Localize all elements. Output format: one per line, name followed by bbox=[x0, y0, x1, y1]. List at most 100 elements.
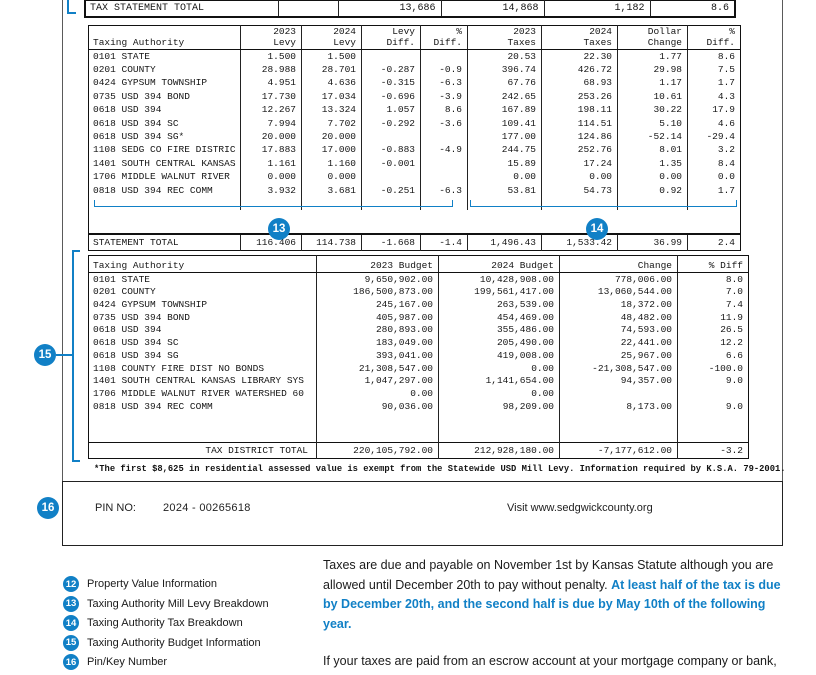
cell: 53.81 bbox=[467, 183, 542, 197]
budget-row: 0201 COUNTY 186,500,873.00 199,561,417.00 1… bbox=[88, 285, 749, 298]
col-header: Taxing Authority bbox=[88, 25, 241, 50]
cell: -29.4 bbox=[706, 131, 735, 143]
callout-15-badge: 15 bbox=[34, 344, 56, 366]
cell: 1.7 bbox=[717, 184, 735, 196]
legend-item: 16 Pin/Key Number bbox=[63, 654, 269, 671]
cell: 0735 USD 394 BOND bbox=[88, 89, 241, 104]
callout-16-badge: 16 bbox=[37, 497, 59, 519]
cell: 0101 STATE bbox=[88, 272, 317, 286]
cell: 0735 USD 394 BOND bbox=[88, 310, 317, 324]
cell: 252.76 bbox=[541, 143, 618, 157]
cell: 6.6 bbox=[725, 349, 743, 361]
col-header: 2023 Budget bbox=[316, 255, 439, 273]
cell: -3.6 bbox=[420, 116, 468, 130]
cell: 7.994 bbox=[240, 116, 302, 130]
payment-info-text: Taxes are due and payable on November 1s… bbox=[323, 556, 789, 675]
cell: 4.6 bbox=[717, 117, 735, 129]
cell: 13,060,544.00 bbox=[559, 285, 678, 298]
cell bbox=[559, 387, 678, 400]
cell: 4.636 bbox=[301, 76, 362, 90]
cell: 17.000 bbox=[301, 143, 362, 157]
callout-legend: 12 Property Value Information 13 Taxing … bbox=[63, 576, 269, 674]
budget-row: 0618 USD 394 SC 183,049.00 205,490.00 22,44… bbox=[88, 336, 749, 349]
cell: 1.160 bbox=[301, 156, 362, 171]
cell: -0.251 bbox=[361, 183, 421, 197]
cell: 1.17 bbox=[617, 76, 688, 90]
budget-row: 1108 COUNTY FIRE DIST NO BONDS 21,308,547… bbox=[88, 361, 749, 375]
cell: 8.01 bbox=[617, 143, 688, 157]
pin-value: 2024 - 00265618 bbox=[163, 502, 251, 514]
cell: 198.11 bbox=[541, 103, 618, 117]
col-header: % Diff. bbox=[687, 25, 741, 50]
cell: 8.6 bbox=[420, 103, 468, 117]
cell: 0.00 bbox=[438, 361, 560, 375]
cell: 0818 USD 394 REC COMM bbox=[88, 400, 317, 413]
cell: 29.98 bbox=[617, 62, 688, 77]
legend-13-badge: 13 bbox=[63, 595, 79, 612]
col-header: 2023 Taxes bbox=[467, 25, 542, 50]
cell: 0.00 bbox=[541, 170, 618, 184]
cell: 9.0 bbox=[725, 400, 743, 412]
cell: -1.4 bbox=[420, 233, 468, 251]
legend-13-label: Taxing Authority Mill Levy Breakdown bbox=[87, 597, 269, 610]
cell: 177.00 bbox=[467, 129, 542, 144]
cell: -4.9 bbox=[420, 143, 468, 157]
cell: 8.6 bbox=[717, 50, 735, 62]
cell: 1.161 bbox=[240, 156, 302, 171]
levy-row: 0618 USD 394 SG* 20.000 20.000 177.00 124.86… bbox=[88, 129, 741, 144]
cell: 355,486.00 bbox=[438, 323, 560, 337]
budget-row: 0735 USD 394 BOND 405,987.00 454,469.00 48,… bbox=[88, 310, 749, 324]
budget-row: 0618 USD 394 SG 393,041.00 419,008.00 25,96… bbox=[88, 349, 749, 362]
cell: 1401 SOUTH CENTRAL KANSAS bbox=[88, 156, 241, 171]
cell: 280,893.00 bbox=[316, 323, 439, 337]
levy-row: 0201 COUNTY 28.988 28.701 -0.287 -0.9 396.74 4… bbox=[88, 62, 741, 77]
levy-row: 0618 USD 394 12.267 13.324 1.057 8.6 167.89 19… bbox=[88, 103, 741, 117]
cell: 12.2 bbox=[720, 337, 743, 349]
cell: 12.267 bbox=[240, 103, 302, 117]
callout-12-bracket-corner bbox=[67, 0, 76, 14]
spacer-row bbox=[89, 210, 741, 234]
legend-14-label: Taxing Authority Tax Breakdown bbox=[87, 617, 243, 630]
cell: 0618 USD 394 SG* bbox=[88, 129, 241, 144]
levy-header-row: Taxing Authority 2023 Levy 2024 Levy Levy D… bbox=[88, 25, 741, 50]
cell: 74,593.00 bbox=[559, 323, 678, 337]
cell: 114.738 bbox=[301, 233, 362, 251]
budget-row: 0618 USD 394 280,893.00 355,486.00 74,593.0… bbox=[88, 323, 749, 337]
escrow-paragraph: If your taxes are paid from an escrow ac… bbox=[323, 654, 777, 675]
cell: 4.3 bbox=[717, 90, 735, 102]
cell: -0.9 bbox=[420, 62, 468, 77]
due-dates-paragraph: Taxes are due and payable on November 1s… bbox=[323, 558, 781, 631]
cell: 114.51 bbox=[541, 116, 618, 130]
cell bbox=[420, 129, 468, 144]
cell: 8,173.00 bbox=[559, 400, 678, 413]
cell: 20.000 bbox=[301, 129, 362, 144]
cell: 7.702 bbox=[301, 116, 362, 130]
col-header: % Diff. bbox=[420, 25, 468, 50]
total-label: TAX DISTRICT TOTAL bbox=[88, 442, 317, 459]
cell: 0618 USD 394 SG bbox=[88, 349, 317, 362]
levy-row: 0818 USD 394 REC COMM 3.932 3.681 -0.251 -6.… bbox=[88, 183, 741, 197]
col-header: 2023 Levy bbox=[240, 25, 302, 50]
cell bbox=[361, 129, 421, 144]
cell: 1,141,654.00 bbox=[438, 374, 560, 388]
cell: 10.61 bbox=[617, 89, 688, 104]
cell: 5.10 bbox=[617, 116, 688, 130]
cell: 0.000 bbox=[301, 170, 362, 184]
cell bbox=[361, 49, 421, 63]
cell: -3.9 bbox=[420, 89, 468, 104]
cell: 1401 SOUTH CENTRAL KANSAS LIBRARY SYS bbox=[88, 374, 317, 388]
legend-16-badge: 16 bbox=[63, 654, 79, 671]
cell: 186,500,873.00 bbox=[316, 285, 439, 298]
cell: 1.77 bbox=[617, 49, 688, 63]
statement-total-row: STATEMENT TOTAL 116.406 114.738 -1.668 -… bbox=[88, 233, 741, 251]
tax-columns-brace bbox=[470, 200, 737, 207]
exemption-footnote: *The first $8,625 in residential assesse… bbox=[94, 464, 786, 474]
legend-15-label: Taxing Authority Budget Information bbox=[87, 636, 261, 649]
cell: 17.730 bbox=[240, 89, 302, 104]
cell: 11.9 bbox=[720, 311, 743, 323]
legend-item: 14 Taxing Authority Tax Breakdown bbox=[63, 615, 269, 632]
cell: -6.3 bbox=[420, 183, 468, 197]
col-header: Taxing Authority bbox=[88, 255, 317, 273]
cell: 393,041.00 bbox=[316, 349, 439, 362]
